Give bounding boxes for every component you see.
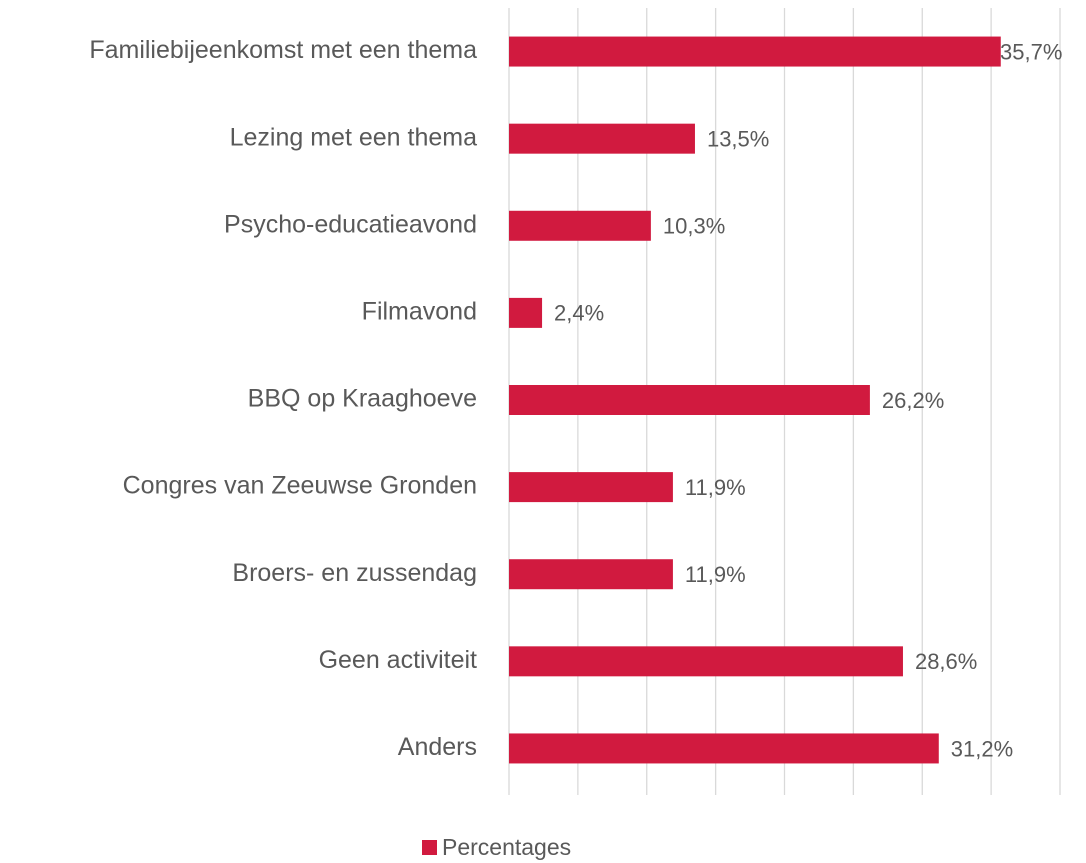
data-label: 31,2%	[951, 736, 1013, 761]
bar	[509, 472, 673, 503]
data-label: 2,4%	[554, 301, 604, 326]
category-label: Familiebijeenkomst met een thema	[89, 36, 477, 64]
data-label: 11,9%	[685, 562, 746, 587]
data-label: 11,9%	[685, 475, 746, 500]
bar	[509, 646, 903, 677]
category-label: Geen activiteit	[319, 646, 477, 674]
bar	[509, 210, 651, 241]
category-label: Filmavond	[362, 297, 477, 325]
data-label: 10,3%	[663, 214, 725, 239]
bar	[509, 36, 1001, 67]
data-label: 35,7%	[1000, 39, 1062, 64]
category-label: Broers- en zussendag	[232, 559, 477, 587]
category-label: Congres van Zeeuwse Gronden	[123, 472, 477, 500]
bar	[509, 385, 870, 415]
bar	[509, 733, 939, 764]
legend-swatch	[422, 840, 437, 855]
data-label: 28,6%	[915, 649, 977, 674]
bar	[509, 559, 673, 590]
bar	[509, 123, 695, 154]
category-label: Anders	[398, 733, 477, 761]
category-label: Lezing met een thema	[230, 123, 477, 151]
category-label: BBQ op Kraaghoeve	[248, 385, 477, 413]
bar	[509, 297, 543, 328]
category-label: Psycho-educatieavond	[224, 210, 477, 238]
data-label: 13,5%	[707, 126, 769, 151]
legend-label: Percentages	[442, 834, 571, 860]
data-label: 26,2%	[882, 388, 944, 413]
